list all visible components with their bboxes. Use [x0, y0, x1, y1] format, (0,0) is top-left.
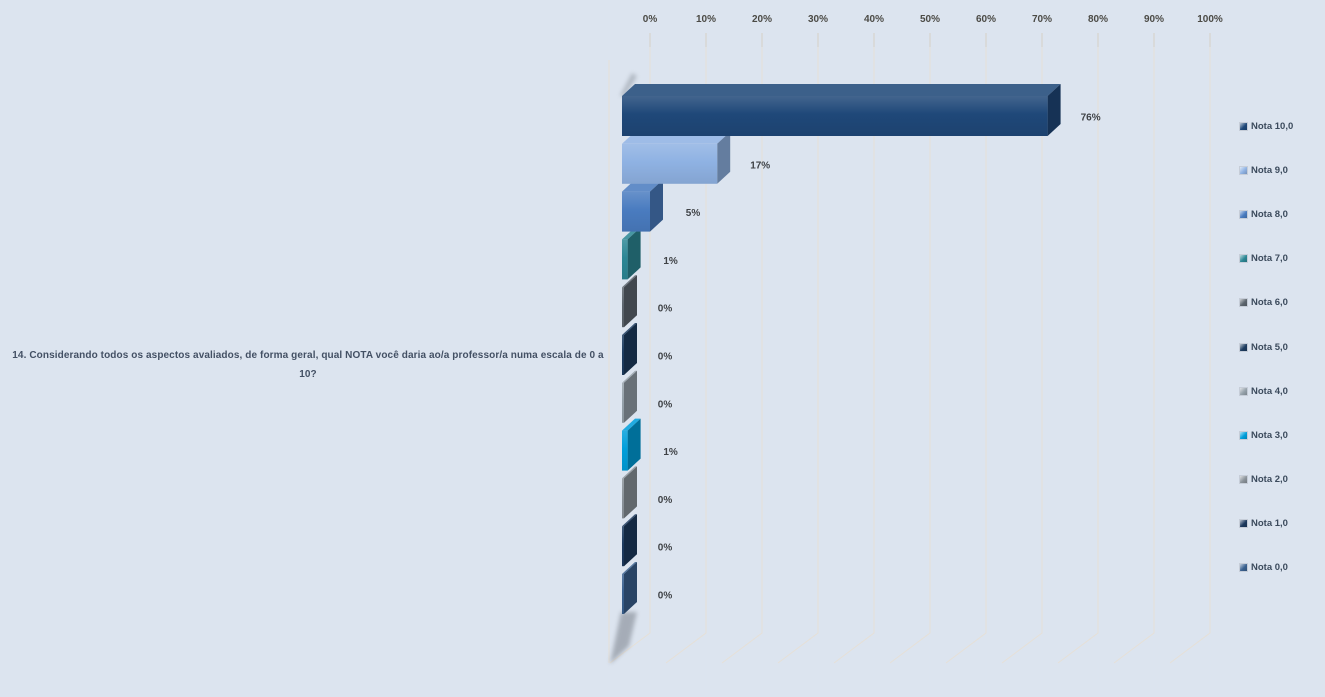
data-label: 1%: [663, 256, 678, 267]
value-axis: 0% 10% 20% 30% 40% 50% 60% 70% 80% 90% 100%: [643, 14, 1223, 47]
bar-front-face: [622, 335, 624, 375]
bar-nota-9-0: [622, 131, 731, 184]
gridline: [945, 35, 987, 664]
axis-tick-label: 80%: [1088, 14, 1108, 25]
data-label: 76%: [1081, 113, 1101, 124]
data-label: 0%: [658, 352, 673, 363]
bar-nota-2-0: [622, 466, 637, 519]
bar-end-face: [1047, 84, 1061, 136]
bar-nota-10-0: [622, 84, 1061, 136]
bar-front-face: [622, 382, 624, 423]
bar-nota-0-0: [622, 562, 637, 614]
bar-end-face: [717, 131, 731, 184]
bar-end-face: [627, 227, 641, 280]
bar-front-face: [622, 96, 1048, 136]
axis-tick-label: 30%: [808, 14, 828, 25]
data-label: 0%: [658, 495, 673, 506]
bar-front-face: [622, 143, 718, 184]
bar-end-face: [624, 370, 637, 423]
gridline: [1169, 35, 1211, 664]
bar-front-face: [622, 191, 650, 232]
bar-end-face: [624, 323, 637, 375]
bar-top-face: [622, 275, 637, 288]
data-label: 0%: [658, 304, 673, 315]
bar-front-face: [622, 430, 628, 471]
bar-end-face: [650, 179, 663, 232]
question-label: 14. Considerando todos os aspectos avali…: [12, 350, 604, 380]
gridline: [833, 35, 875, 664]
axis-tick-label: 20%: [752, 14, 772, 25]
gridline: [1057, 35, 1099, 664]
axis-tick-label: 50%: [920, 14, 940, 25]
bar-nota-1-0: [622, 514, 637, 567]
data-label: 0%: [658, 543, 673, 554]
gridline: [665, 35, 707, 664]
bar-top-face: [622, 370, 637, 383]
bar-front-face: [622, 239, 628, 280]
gridline: [1113, 35, 1155, 664]
bar-nota-5-0: [622, 323, 637, 375]
data-label: 1%: [663, 447, 678, 458]
bar-front-face: [622, 287, 624, 328]
gridline: [777, 35, 819, 664]
data-label: 0%: [658, 591, 673, 602]
data-label: 5%: [686, 208, 701, 219]
wall-corner-shadow: [620, 73, 637, 96]
axis-tick-label: 100%: [1197, 14, 1223, 25]
bar-front-face: [622, 574, 624, 614]
axis-tick-label: 40%: [864, 14, 884, 25]
gridline: [721, 35, 763, 664]
bar-nota-8-0: [622, 179, 663, 232]
bar-nota-7-0: [622, 227, 641, 280]
bar-top-face: [622, 562, 637, 574]
data-labels: 76% 17% 5% 1% 0% 0% 0% 1% 0% 0% 0%: [658, 113, 1101, 602]
bar-nota-3-0: [622, 418, 641, 471]
data-label: 0%: [658, 399, 673, 410]
bar-end-face: [624, 466, 637, 519]
axis-tick-label: 60%: [976, 14, 996, 25]
gridline: [889, 35, 931, 664]
bar-top-face: [622, 84, 1061, 96]
bar-front-face: [622, 478, 624, 519]
axis-tick-label: 10%: [696, 14, 716, 25]
bar-end-face: [624, 562, 637, 614]
bar-nota-4-0: [622, 370, 637, 423]
axis-tick-label: 70%: [1032, 14, 1052, 25]
data-label: 17%: [750, 160, 770, 171]
gridline: [609, 35, 651, 664]
bar-top-face: [622, 418, 641, 431]
bar-end-face: [624, 514, 637, 567]
floor-shadow: [610, 612, 637, 664]
axis-tick-label: 90%: [1144, 14, 1164, 25]
bar-front-face: [622, 526, 624, 567]
axis-tick-label: 0%: [643, 14, 658, 25]
bar-top-face: [622, 323, 637, 335]
bar-end-face: [624, 275, 637, 328]
bar-nota-6-0: [622, 275, 637, 328]
gridlines: [608, 35, 1211, 664]
bar-end-face: [627, 418, 641, 471]
bars: [622, 84, 1061, 614]
bar-top-face: [622, 514, 637, 527]
bar-top-face: [622, 466, 637, 479]
gridline: [1001, 35, 1043, 664]
